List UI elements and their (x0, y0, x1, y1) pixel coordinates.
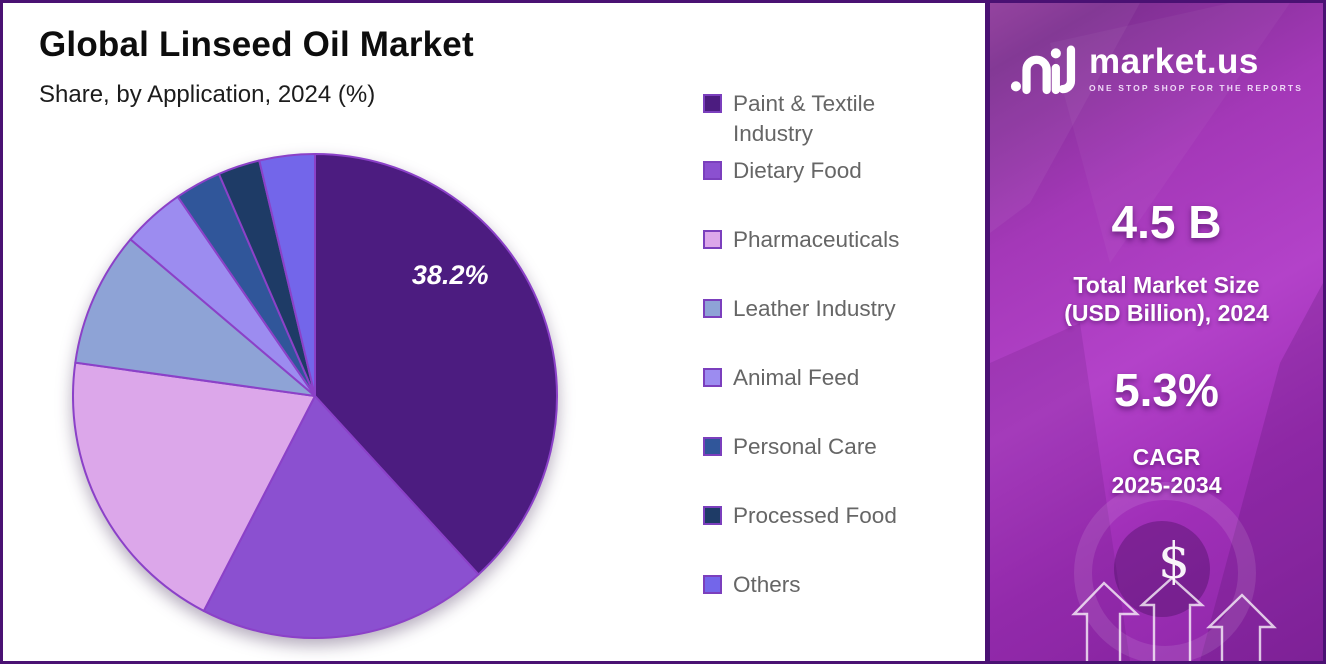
sidebar: market.us ONE STOP SHOP FOR THE REPORTS … (985, 3, 1323, 661)
logo-tagline: ONE STOP SHOP FOR THE REPORTS (1089, 82, 1303, 93)
market-size-label-line2: (USD Billion), 2024 (1064, 300, 1269, 327)
logo: market.us ONE STOP SHOP FOR THE REPORTS (990, 41, 1323, 95)
legend-label: Others (733, 572, 801, 597)
market-size-label: Total Market Size (USD Billion), 2024 (1010, 271, 1323, 327)
pie-slice-paint-textile-industry[interactable] (314, 153, 558, 576)
pie-slice-dietary-food[interactable] (202, 395, 480, 640)
legend-item-processed-food[interactable]: Processed Food (703, 501, 918, 531)
market-us-logo-icon (1010, 45, 1076, 95)
logo-text: market.us (1089, 41, 1259, 81)
legend-swatch (703, 299, 722, 318)
legend-swatch (703, 161, 722, 180)
legend-item-animal-feed[interactable]: Animal Feed (703, 363, 918, 393)
legend-label: Personal Care (733, 434, 877, 459)
legend-label: Processed Food (733, 503, 897, 528)
legend-label: Dietary Food (733, 158, 862, 183)
cagr-label: CAGR 2025-2034 (1010, 443, 1323, 499)
legend-item-others[interactable]: Others (703, 570, 918, 600)
legend-label: Leather Industry (733, 296, 896, 321)
pie-slice-pharmaceuticals[interactable] (72, 361, 316, 612)
legend-item-pharmaceuticals[interactable]: Pharmaceuticals (703, 225, 918, 255)
legend-item-personal-care[interactable]: Personal Care (703, 432, 918, 462)
legend: Paint & Textile Industry Dietary Food Phar… (703, 89, 918, 639)
cagr-value: 5.3% (1114, 364, 1219, 416)
market-size-value: 4.5 B (1111, 196, 1222, 248)
legend-item-dietary-food[interactable]: Dietary Food (703, 156, 918, 186)
legend-swatch (703, 575, 722, 594)
legend-swatch (703, 437, 722, 456)
pie-slice-leather-industry[interactable] (74, 238, 316, 397)
legend-item-leather-industry[interactable]: Leather Industry (703, 294, 918, 324)
page-title: Global Linseed Oil Market (39, 25, 474, 64)
pie-data-label: 38.2% (412, 260, 489, 290)
chart-area: Global Linseed Oil Market Share, by Appl… (3, 3, 988, 661)
market-size-label-line1: Total Market Size (1073, 272, 1260, 298)
cagr-label-line1: CAGR (1132, 444, 1201, 470)
legend-swatch (703, 94, 722, 113)
up-arrow-icon (1206, 593, 1277, 661)
up-arrow-icon (1071, 581, 1141, 661)
pie-chart: 38.2% (65, 146, 565, 646)
legend-label: Pharmaceuticals (733, 227, 900, 252)
up-arrow-icon (1138, 576, 1206, 661)
pie-slice-others[interactable] (258, 153, 316, 397)
cagr-label-line2: 2025-2034 (1111, 472, 1222, 499)
growth-arrows-decor: $ (1071, 532, 1277, 661)
legend-swatch (703, 230, 722, 249)
legend-label: Paint & Textile Industry (733, 91, 876, 146)
legend-item-paint-textile-industry[interactable]: Paint & Textile Industry (703, 89, 918, 149)
legend-label: Animal Feed (733, 365, 860, 390)
legend-swatch (703, 506, 722, 525)
legend-swatch (703, 368, 722, 387)
page-subtitle: Share, by Application, 2024 (%) (39, 81, 376, 108)
